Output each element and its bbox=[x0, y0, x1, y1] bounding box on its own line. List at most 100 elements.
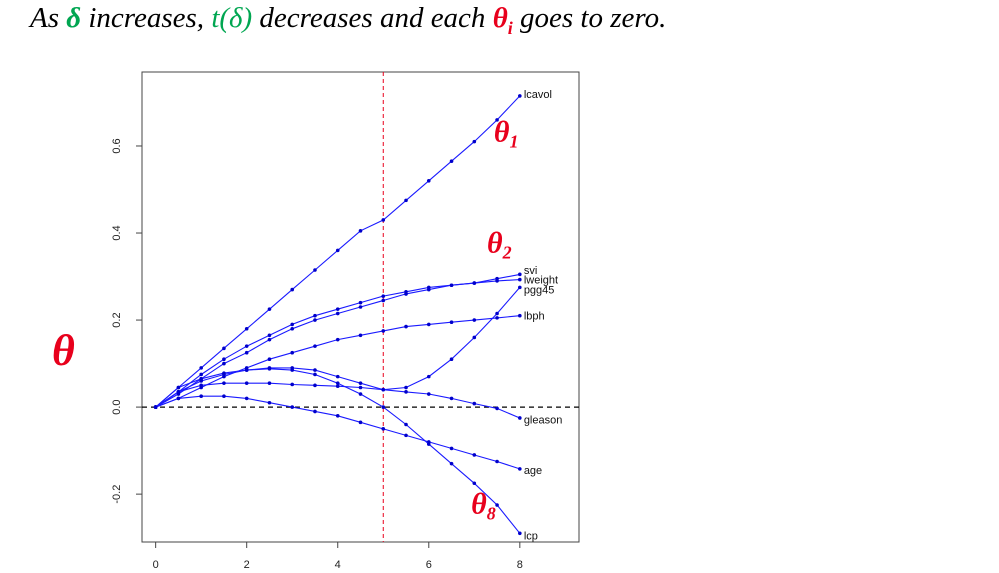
headline-part-3: increases, bbox=[81, 2, 212, 34]
data-point bbox=[426, 287, 431, 292]
data-point bbox=[313, 383, 317, 388]
data-point bbox=[199, 372, 203, 377]
data-point bbox=[518, 94, 522, 98]
data-point bbox=[290, 322, 295, 327]
end-label-lweight: lweight bbox=[524, 275, 558, 287]
data-point bbox=[472, 281, 477, 285]
data-point bbox=[222, 381, 226, 385]
data-point bbox=[518, 531, 522, 536]
annotation-theta-1: θ1 bbox=[494, 116, 519, 152]
data-point bbox=[358, 305, 363, 309]
y-tick-label: 0.6 bbox=[111, 138, 123, 153]
data-point bbox=[222, 394, 226, 399]
data-point bbox=[381, 387, 386, 392]
data-point bbox=[518, 467, 522, 471]
end-label-lcp: lcp bbox=[524, 530, 538, 542]
data-point bbox=[335, 381, 340, 385]
data-point bbox=[313, 409, 317, 414]
data-point bbox=[244, 368, 249, 372]
data-point bbox=[495, 279, 499, 283]
end-label-age: age bbox=[524, 465, 542, 477]
data-point bbox=[222, 374, 226, 379]
data-point bbox=[495, 118, 499, 122]
data-point bbox=[244, 381, 249, 385]
headline-t-delta: t(δ) bbox=[211, 2, 253, 34]
data-point bbox=[381, 405, 386, 409]
y-tick-label: -0.2 bbox=[111, 485, 123, 504]
data-point bbox=[449, 159, 454, 164]
y-tick-label: 0.4 bbox=[111, 225, 123, 240]
headline: As δ increases, t(δ) decreases and each … bbox=[30, 2, 666, 39]
series-line-pgg45 bbox=[155, 287, 521, 408]
data-point bbox=[267, 337, 272, 342]
data-point bbox=[495, 459, 499, 464]
data-point bbox=[404, 324, 408, 329]
data-point bbox=[381, 294, 386, 298]
data-point bbox=[267, 381, 272, 385]
headline-part-5: decreases and each bbox=[252, 2, 493, 34]
reference-lines bbox=[142, 72, 579, 542]
data-point bbox=[449, 357, 454, 362]
series-lcavol bbox=[153, 94, 522, 409]
data-point bbox=[244, 344, 249, 348]
series-group bbox=[153, 94, 522, 536]
series-line-age bbox=[155, 395, 520, 470]
data-point bbox=[426, 178, 431, 183]
data-point bbox=[449, 396, 454, 401]
data-point bbox=[358, 385, 363, 390]
data-point bbox=[222, 346, 226, 351]
data-point bbox=[404, 198, 408, 203]
data-point bbox=[267, 400, 272, 405]
data-point bbox=[335, 413, 340, 418]
series-lweight bbox=[153, 277, 522, 409]
data-point bbox=[404, 292, 408, 296]
data-point bbox=[404, 385, 408, 390]
data-point bbox=[495, 311, 499, 316]
headline-theta: θ bbox=[492, 2, 508, 34]
data-point bbox=[244, 326, 249, 331]
end-label-lbph: lbph bbox=[524, 311, 545, 323]
headline-part-7: goes to zero. bbox=[512, 2, 667, 34]
series-age bbox=[153, 394, 522, 471]
data-point bbox=[518, 277, 522, 282]
data-point bbox=[176, 385, 181, 390]
data-point bbox=[176, 390, 181, 394]
data-point bbox=[472, 139, 477, 144]
data-point bbox=[313, 344, 317, 348]
data-point bbox=[313, 368, 317, 372]
data-point bbox=[290, 382, 295, 387]
data-point bbox=[358, 392, 363, 396]
headline-delta: δ bbox=[66, 2, 82, 34]
data-point bbox=[381, 218, 386, 222]
data-point bbox=[404, 390, 408, 394]
data-point bbox=[244, 396, 249, 401]
data-point bbox=[267, 366, 272, 371]
data-point bbox=[199, 383, 203, 388]
data-point bbox=[426, 442, 431, 446]
data-point bbox=[472, 401, 477, 406]
axes: 0 2 4 6 8 -0.2 0.0 0.2 0.4 0.6 bbox=[111, 138, 523, 571]
data-point bbox=[449, 446, 454, 451]
headline-part-1: As bbox=[30, 2, 59, 34]
x-tick-label: 4 bbox=[335, 559, 341, 571]
data-point bbox=[244, 350, 249, 355]
data-point bbox=[267, 357, 272, 362]
data-point bbox=[358, 420, 363, 425]
plot-frame bbox=[141, 71, 580, 543]
data-point bbox=[472, 318, 477, 322]
data-point bbox=[518, 313, 522, 318]
x-tick-label: 8 bbox=[517, 559, 523, 571]
data-point bbox=[222, 357, 226, 362]
data-point bbox=[176, 396, 181, 401]
data-point bbox=[404, 433, 408, 438]
data-point bbox=[358, 229, 363, 233]
y-tick-label: 0.0 bbox=[111, 399, 123, 414]
data-point bbox=[290, 405, 295, 409]
data-point bbox=[472, 335, 477, 340]
annotations: θ1 θ2 θ8 bbox=[471, 116, 518, 524]
data-point bbox=[495, 316, 499, 320]
end-label-lcavol: lcavol bbox=[524, 89, 552, 101]
data-point bbox=[472, 481, 477, 486]
data-point bbox=[313, 313, 317, 318]
